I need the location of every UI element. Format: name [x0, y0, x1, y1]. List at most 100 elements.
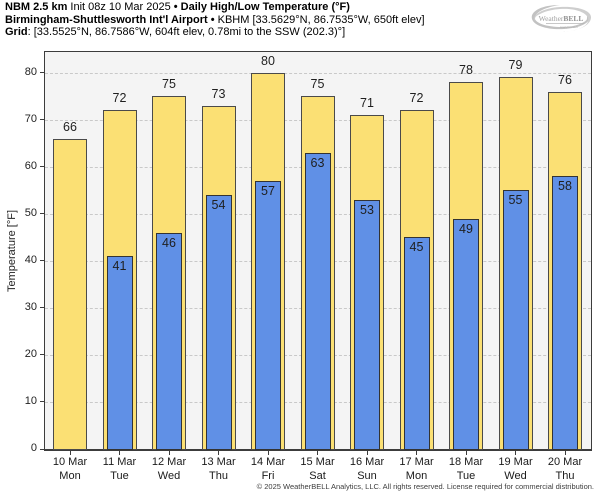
x-tick-date: 13 Mar [201, 456, 236, 468]
x-tick-label: 17 Mar Mon [389, 456, 445, 483]
high-value-label: 79 [508, 58, 523, 73]
x-axis-tick [267, 451, 269, 455]
high-value-label: 72 [409, 91, 424, 106]
chart-header: NBM 2.5 km Init 08z 10 Mar 2025 • Daily … [5, 1, 425, 39]
low-bar [354, 199, 380, 450]
model-name: NBM 2.5 km [5, 1, 68, 13]
y-axis-tick-30 [40, 307, 44, 309]
y-axis-tick-0 [40, 448, 44, 450]
logo-text-bell: BELL [563, 14, 583, 23]
y-axis-tick-10 [40, 401, 44, 403]
y-axis-tick-60 [40, 166, 44, 168]
high-value-label: 76 [558, 72, 572, 87]
y-tick-label-30: 30 [24, 300, 37, 313]
header-bullet-2: • [207, 13, 218, 26]
grid-info: : [33.5525°N, 86.7586°W, 604ft elev, 0.7… [27, 26, 346, 39]
x-tick-label: 14 Mar Fri [240, 456, 296, 483]
low-value-label: 46 [162, 235, 176, 250]
low-bar [502, 190, 529, 450]
x-tick-day: Thu [555, 469, 575, 482]
low-value-label: 41 [112, 259, 127, 274]
x-axis-tick [119, 451, 120, 455]
y-axis-tick-70 [40, 119, 44, 121]
y-tick-label-10: 10 [24, 394, 37, 407]
high-value-label: 80 [261, 53, 275, 68]
x-tick-date: 18 Mar [448, 456, 484, 468]
station-name: Birmingham-Shuttlesworth Int'l Airport [5, 13, 208, 26]
x-tick-date: 11 Mar [102, 456, 137, 468]
y-tick-label-40: 40 [24, 253, 37, 266]
header-line-2: Birmingham-Shuttlesworth Int'l Airport •… [5, 14, 425, 27]
low-bar [304, 152, 331, 450]
copyright-text: © 2025 WeatherBELL Analytics, LLC. All r… [256, 482, 594, 491]
low-value-label: 49 [459, 221, 473, 236]
y-tick-label-70: 70 [24, 112, 37, 125]
gridline-80 [45, 72, 591, 74]
x-tick-day: Fri [261, 469, 275, 482]
logo-text-weather: Weather [539, 14, 564, 23]
high-value-label: 75 [310, 77, 325, 92]
low-value-label: 45 [409, 240, 424, 255]
x-axis-tick [69, 451, 71, 455]
high-value-label: 72 [112, 91, 127, 106]
low-value-label: 55 [508, 193, 523, 208]
x-axis-tick [564, 451, 566, 455]
x-tick-label: 18 Mar Tue [438, 456, 494, 483]
init-time: Init 08z 10 Mar 2025 [67, 1, 174, 13]
x-tick-day: Thu [209, 469, 228, 482]
x-tick-label: 13 Mar Thu [191, 456, 247, 483]
y-tick-label-80: 80 [24, 65, 37, 78]
x-tick-date: 20 Mar [547, 456, 583, 468]
x-tick-date: 12 Mar [151, 456, 187, 468]
x-tick-label: 11 Mar Tue [92, 456, 148, 483]
y-tick-label-0: 0 [30, 442, 37, 454]
x-tick-date: 15 Mar [300, 456, 335, 468]
x-tick-day: Tue [110, 469, 129, 482]
svg-text:Analytics LLC: Analytics LLC [560, 25, 579, 29]
x-tick-day: Mon [59, 469, 81, 482]
svg-text:WeatherBELL: WeatherBELL [539, 14, 584, 23]
low-value-label: 53 [360, 202, 374, 217]
x-axis-tick [218, 451, 219, 455]
high-value-label: 75 [162, 77, 176, 92]
x-tick-day: Wed [504, 469, 527, 482]
low-bar [255, 180, 281, 450]
x-tick-date: 14 Mar [250, 456, 286, 468]
x-tick-label: 10 Mar Mon [42, 456, 98, 483]
x-tick-day: Sat [309, 469, 326, 482]
station-info: KBHM [33.5629°N, 86.7535°W, 650ft elev] [217, 13, 425, 26]
low-bar [552, 176, 578, 450]
low-bar [106, 256, 133, 450]
weatherbell-logo-icon: WeatherBELL Analytics LLC [531, 5, 592, 32]
high-value-label: 66 [63, 119, 77, 134]
x-tick-label: 15 Mar Sat [290, 456, 346, 483]
x-tick-date: 10 Mar [52, 456, 88, 468]
x-axis-tick [416, 451, 417, 455]
x-tick-date: 17 Mar [399, 456, 434, 468]
high-bar [53, 138, 87, 450]
low-value-label: 63 [310, 155, 325, 170]
x-tick-label: 16 Mar Sun [339, 456, 395, 483]
x-tick-day: Tue [456, 469, 476, 482]
low-bar [453, 218, 479, 450]
x-tick-date: 16 Mar [349, 456, 385, 468]
low-bar [205, 194, 232, 450]
y-axis-tick-20 [40, 354, 44, 356]
x-axis-tick [366, 451, 368, 455]
x-tick-label: 12 Mar Wed [141, 456, 197, 483]
x-tick-label: 20 Mar Thu [537, 456, 593, 483]
low-value-label: 57 [261, 183, 275, 198]
y-axis-tick-50 [40, 213, 44, 215]
x-axis-tick [515, 451, 516, 455]
y-tick-label-50: 50 [24, 206, 37, 219]
x-axis-tick [168, 451, 170, 455]
high-value-label: 78 [459, 63, 473, 78]
x-axis-tick [465, 451, 467, 455]
low-bar [403, 237, 430, 450]
y-tick-label-20: 20 [24, 347, 37, 360]
y-tick-label-60: 60 [24, 159, 37, 172]
header-line-1: NBM 2.5 km Init 08z 10 Mar 2025 • Daily … [5, 1, 425, 14]
y-axis-tick-40 [40, 260, 44, 262]
